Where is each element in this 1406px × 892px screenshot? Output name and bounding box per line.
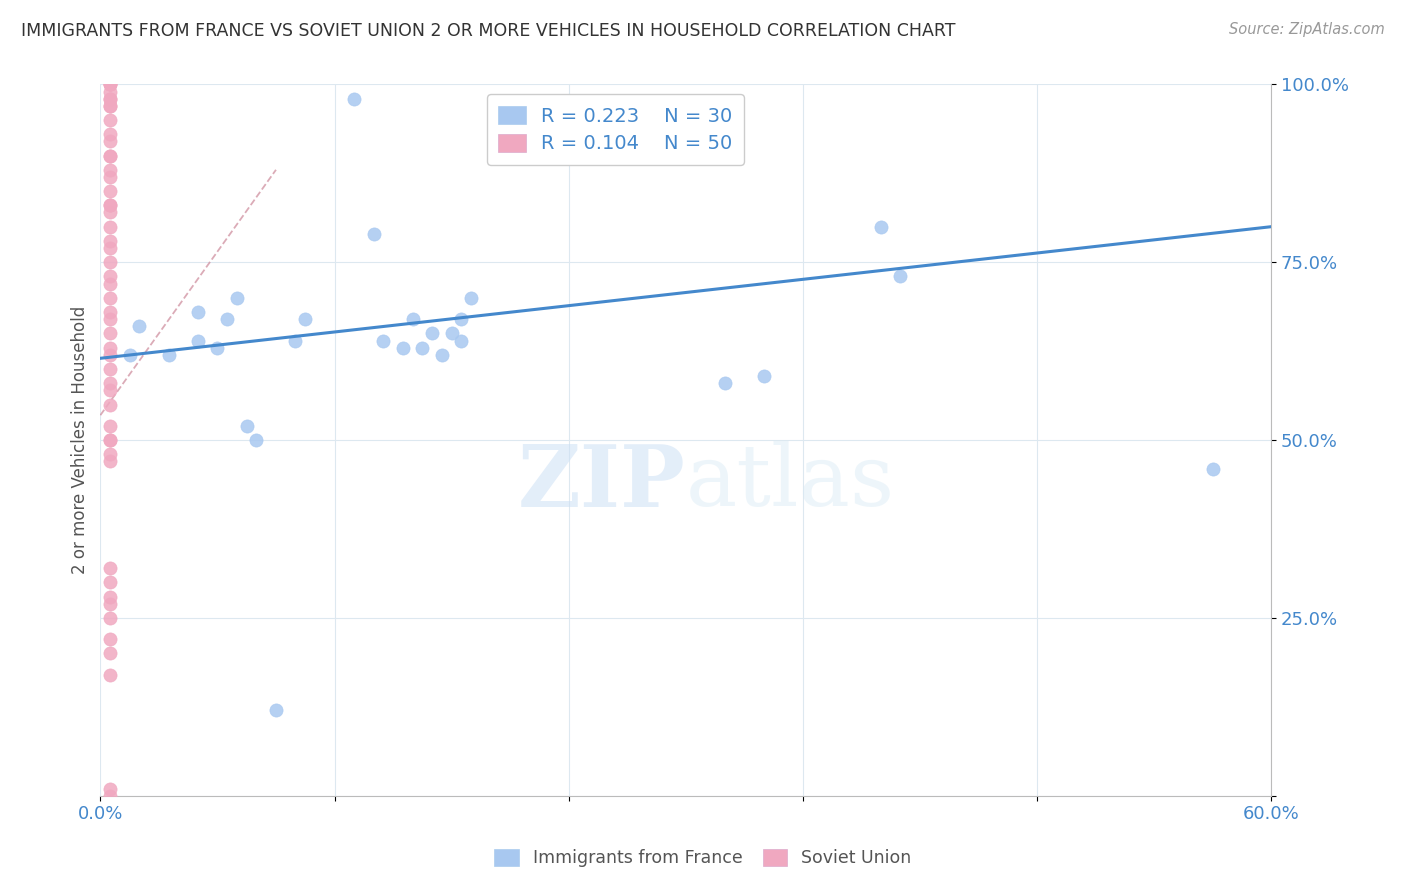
Point (98, 78, 121, 92)
Point (98, 632, 121, 647)
Point (98, 85, 121, 99)
Point (187, 305, 209, 319)
Point (98, 418, 121, 433)
Point (98, 78, 121, 92)
Point (98, 169, 121, 184)
Point (226, 291, 249, 305)
Point (98, 291, 121, 305)
Point (118, 348, 141, 362)
Point (98, 668, 121, 682)
Point (98, 305, 121, 319)
Point (889, 269, 911, 284)
Legend: R = 0.223    N = 30, R = 0.104    N = 50: R = 0.223 N = 30, R = 0.104 N = 50 (486, 95, 744, 165)
Point (98, 611, 121, 625)
Point (440, 326, 463, 341)
Point (401, 312, 423, 326)
Text: ZIP: ZIP (517, 441, 686, 524)
Point (98, 277, 121, 291)
Point (245, 433, 267, 447)
Legend: Immigrants from France, Soviet Union: Immigrants from France, Soviet Union (488, 842, 918, 874)
Point (98, 341, 121, 355)
Point (98, 312, 121, 326)
Point (98, 647, 121, 661)
Point (98, 597, 121, 611)
Point (264, 703, 287, 717)
Point (98, 99, 121, 113)
Point (98, 113, 121, 128)
Point (98, 326, 121, 341)
Point (217, 312, 239, 326)
Point (430, 348, 453, 362)
Point (98, 162, 121, 177)
Point (98, 127, 121, 141)
Point (752, 369, 775, 384)
Point (98, 561, 121, 575)
Point (98, 362, 121, 376)
Point (98, 433, 121, 447)
Point (98, 781, 121, 796)
Point (207, 341, 229, 355)
Text: IMMIGRANTS FROM FRANCE VS SOVIET UNION 2 OR MORE VEHICLES IN HOUSEHOLD CORRELATI: IMMIGRANTS FROM FRANCE VS SOVIET UNION 2… (21, 22, 956, 40)
Point (98, 148, 121, 162)
Point (98, 255, 121, 269)
Point (98, 234, 121, 248)
Point (98, 575, 121, 590)
Point (157, 348, 180, 362)
Point (294, 312, 316, 326)
Point (98, 376, 121, 391)
Point (373, 334, 395, 348)
Point (98, 92, 121, 106)
Point (98, 454, 121, 468)
Point (284, 334, 307, 348)
Point (187, 334, 209, 348)
Point (98, 198, 121, 212)
Point (98, 433, 121, 447)
Text: Source: ZipAtlas.com: Source: ZipAtlas.com (1229, 22, 1385, 37)
Point (98, 590, 121, 604)
Point (98, 269, 121, 284)
Point (343, 92, 366, 106)
Point (98, 241, 121, 255)
Point (98, 398, 121, 412)
Point (363, 227, 385, 241)
Point (98, 184, 121, 198)
Point (460, 291, 482, 305)
Point (98, 447, 121, 461)
Point (450, 312, 472, 326)
Point (420, 326, 443, 341)
Point (98, 789, 121, 803)
Point (713, 376, 735, 391)
Point (98, 219, 121, 234)
Point (235, 418, 257, 433)
Point (411, 341, 433, 355)
Point (98, 198, 121, 212)
Point (391, 341, 413, 355)
Y-axis label: 2 or more Vehicles in Household: 2 or more Vehicles in Household (72, 306, 89, 574)
Point (98, 348, 121, 362)
Point (98, 148, 121, 162)
Point (98, 134, 121, 148)
Point (869, 219, 891, 234)
Text: atlas: atlas (686, 442, 894, 524)
Point (98, 99, 121, 113)
Point (1201, 461, 1223, 475)
Point (98, 205, 121, 219)
Point (98, 78, 121, 92)
Point (98, 384, 121, 398)
Point (98, 92, 121, 106)
Point (128, 319, 150, 334)
Point (450, 334, 472, 348)
